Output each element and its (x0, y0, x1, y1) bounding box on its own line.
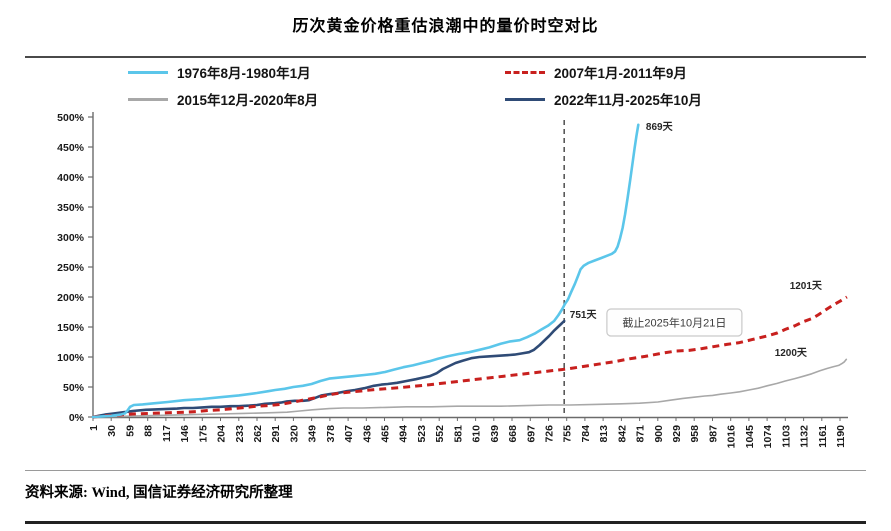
legend-item-2022: 2022年11月-2025年10月 (505, 91, 702, 108)
svg-text:200%: 200% (57, 292, 85, 304)
svg-text:751天: 751天 (570, 309, 598, 321)
svg-text:1045: 1045 (744, 425, 756, 449)
svg-text:958: 958 (689, 425, 701, 443)
line-swatch-icon (128, 97, 168, 101)
svg-text:929: 929 (671, 425, 683, 443)
legend-label: 1976年8月-1980年1月 (177, 66, 311, 81)
svg-text:0%: 0% (69, 412, 85, 424)
svg-text:350%: 350% (57, 202, 85, 214)
svg-text:755: 755 (562, 425, 574, 443)
svg-text:494: 494 (398, 425, 410, 443)
svg-text:30: 30 (106, 425, 118, 437)
svg-text:1200天: 1200天 (775, 347, 808, 359)
svg-text:407: 407 (343, 425, 355, 443)
svg-text:1201天: 1201天 (790, 280, 823, 292)
svg-text:175: 175 (197, 425, 209, 443)
svg-text:869天: 869天 (646, 121, 674, 133)
svg-text:552: 552 (434, 425, 446, 443)
svg-text:871: 871 (635, 425, 647, 443)
legend-label: 2015年12月-2020年8月 (177, 93, 319, 108)
svg-text:842: 842 (616, 425, 628, 443)
legend-item-2007: 2007年1月-2011年9月 (505, 64, 687, 81)
svg-text:726: 726 (544, 425, 556, 443)
svg-text:204: 204 (216, 425, 228, 443)
svg-text:668: 668 (507, 425, 519, 443)
svg-text:378: 378 (325, 425, 337, 443)
svg-text:450%: 450% (57, 142, 85, 154)
legend-item-2015: 2015年12月-2020年8月 (128, 91, 319, 108)
line-swatch-icon (128, 70, 168, 74)
svg-text:50%: 50% (63, 382, 85, 394)
svg-text:523: 523 (416, 425, 428, 443)
svg-text:262: 262 (252, 425, 264, 443)
source-note: 资料来源: Wind, 国信证券经济研究所整理 (25, 485, 293, 501)
svg-text:639: 639 (489, 425, 501, 443)
svg-text:233: 233 (234, 425, 246, 443)
svg-text:59: 59 (124, 425, 136, 437)
divider-bottom (25, 521, 866, 524)
svg-text:截止2025年10月21日: 截止2025年10月21日 (622, 316, 726, 330)
svg-text:117: 117 (161, 425, 173, 442)
svg-text:610: 610 (471, 425, 483, 443)
svg-text:291: 291 (270, 425, 282, 443)
divider-top (25, 56, 866, 58)
svg-text:146: 146 (179, 425, 191, 443)
svg-text:1103: 1103 (780, 425, 792, 448)
svg-text:1016: 1016 (726, 425, 738, 449)
svg-text:697: 697 (525, 425, 537, 443)
svg-text:581: 581 (452, 425, 464, 443)
divider-mid (25, 470, 866, 471)
legend-label: 2022年11月-2025年10月 (554, 93, 702, 108)
svg-text:1074: 1074 (762, 425, 774, 449)
svg-text:320: 320 (288, 425, 300, 443)
svg-text:784: 784 (580, 425, 592, 443)
svg-text:1161: 1161 (817, 425, 829, 448)
svg-text:900: 900 (653, 425, 665, 443)
dashed-line-swatch-icon (505, 70, 545, 74)
svg-text:500%: 500% (57, 112, 85, 124)
svg-text:813: 813 (598, 425, 610, 443)
svg-text:349: 349 (307, 425, 319, 443)
svg-text:1132: 1132 (799, 425, 811, 448)
svg-text:300%: 300% (57, 232, 85, 244)
legend-label: 2007年1月-2011年9月 (554, 66, 687, 81)
svg-text:1: 1 (88, 425, 100, 431)
figure-title: 历次黄金价格重估浪潮中的量价时空对比 (292, 18, 599, 35)
line-swatch-icon (505, 97, 545, 101)
svg-text:100%: 100% (57, 352, 85, 364)
svg-text:400%: 400% (57, 172, 85, 184)
legend-item-1976: 1976年8月-1980年1月 (128, 64, 311, 81)
svg-text:88: 88 (143, 425, 155, 437)
svg-text:1190: 1190 (835, 425, 847, 448)
svg-text:987: 987 (708, 425, 720, 443)
svg-text:465: 465 (380, 425, 392, 443)
svg-text:150%: 150% (57, 322, 85, 334)
svg-text:436: 436 (361, 425, 373, 443)
svg-text:250%: 250% (57, 262, 85, 274)
